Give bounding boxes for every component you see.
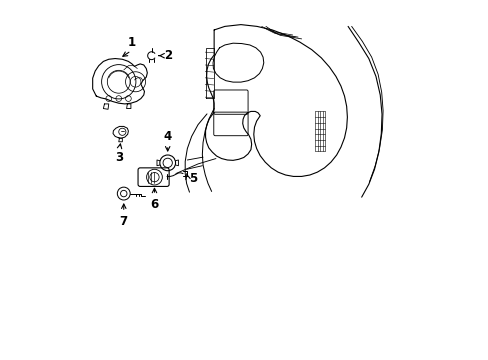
Text: 1: 1	[127, 36, 135, 49]
Text: 6: 6	[150, 198, 158, 211]
Text: 7: 7	[120, 215, 127, 228]
Text: 2: 2	[164, 49, 172, 62]
Text: 4: 4	[163, 130, 171, 143]
Text: 3: 3	[115, 151, 122, 164]
Text: 5: 5	[189, 172, 197, 185]
